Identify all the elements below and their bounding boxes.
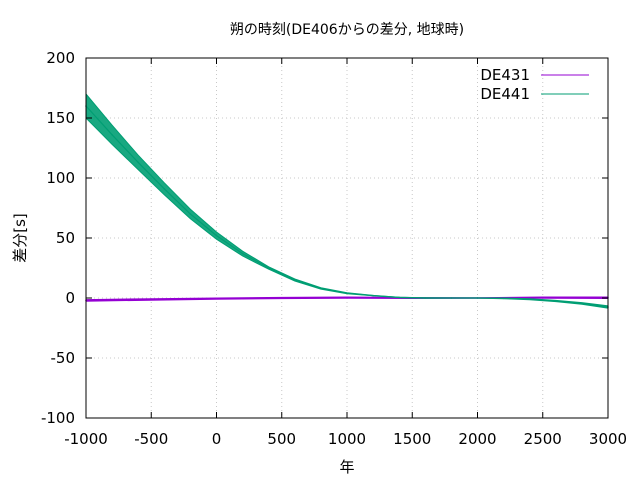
x-tick-label: 2000	[458, 430, 496, 448]
y-tick-label: 150	[46, 109, 75, 127]
series-de441-point	[320, 287, 322, 290]
series-de441-point	[528, 298, 531, 301]
x-tick-label: -500	[134, 430, 168, 448]
series-de431-point	[346, 296, 348, 299]
series-de441-point	[398, 296, 401, 299]
y-tick-label: 50	[56, 229, 75, 247]
x-tick-label: 3000	[589, 430, 627, 448]
y-tick-label: -50	[51, 349, 76, 367]
series-de441-point	[555, 300, 557, 302]
ticks	[85, 57, 609, 419]
x-tick-label: 1000	[328, 430, 366, 448]
series-de441-point	[111, 134, 113, 136]
y-tick-label: 100	[46, 169, 75, 187]
legend-label-de441: DE441	[480, 85, 530, 103]
y-axis-label: 差分[s]	[11, 213, 29, 263]
legend-label-de431: DE431	[480, 66, 530, 84]
x-tick-label: 500	[267, 430, 296, 448]
x-tick-label: 1500	[393, 430, 431, 448]
y-tick-label: 200	[46, 49, 75, 67]
x-tick-labels: -1000 -500 0 500 1000 1500 2000 2500 3000	[64, 430, 627, 448]
series-de441-point	[450, 297, 453, 299]
series-de441-point	[581, 302, 583, 305]
series-de441-point	[372, 294, 374, 297]
series-de441-point	[215, 234, 218, 237]
series-de441-point	[241, 252, 244, 255]
series-de441-point	[267, 267, 270, 269]
series-de441-point	[424, 297, 427, 299]
grid	[86, 58, 608, 418]
x-axis-label: 年	[339, 458, 354, 476]
series-de441-point	[137, 161, 139, 164]
series-de431-point	[150, 298, 153, 301]
series-de431-point	[215, 297, 218, 300]
x-tick-label: -1000	[64, 430, 108, 448]
y-tick-label: 0	[65, 289, 75, 307]
series-de441-point	[346, 292, 348, 295]
y-tick-label: -100	[41, 409, 75, 427]
series-de431-point	[541, 296, 544, 299]
series-de441-point	[294, 279, 296, 281]
x-tick-label: 0	[212, 430, 222, 448]
y-tick-labels: -100 -50 0 50 100 150 200	[41, 49, 75, 427]
series-de441-point	[189, 213, 192, 215]
series-de431-point	[280, 297, 283, 299]
series-de441-point	[163, 188, 166, 190]
x-tick-label: 2500	[524, 430, 562, 448]
series-de441-point	[476, 297, 479, 299]
series-de441-point	[502, 297, 505, 300]
chart-title: 朔の時刻(DE406からの差分, 地球時)	[230, 22, 464, 38]
